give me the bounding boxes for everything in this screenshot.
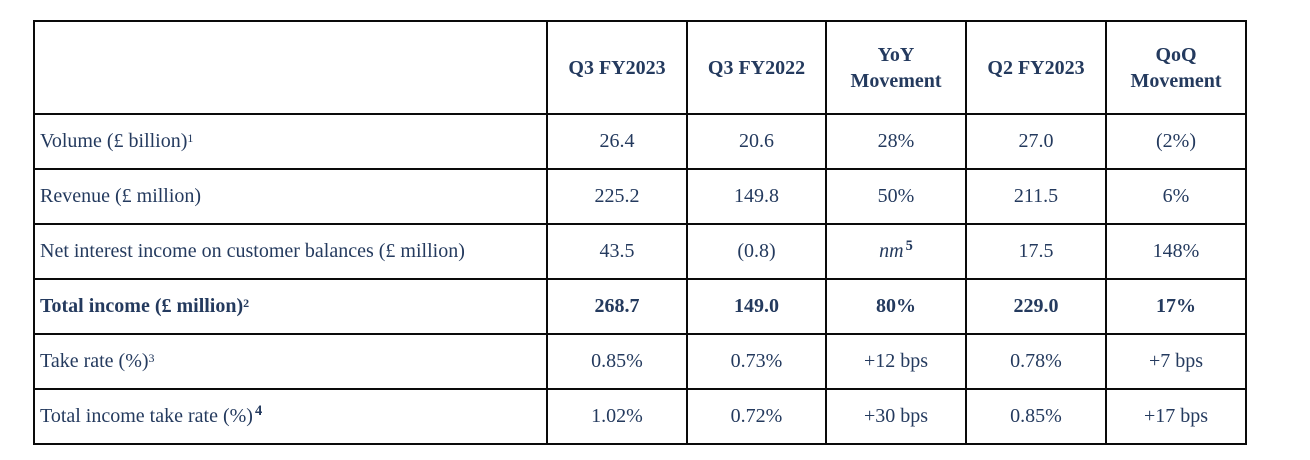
data-cell: 229.0 <box>965 278 1107 335</box>
data-cell: +30 bps <box>825 388 967 445</box>
cell-text: +30 bps <box>863 405 929 427</box>
data-cell: 6% <box>1105 168 1247 225</box>
cell-text: Revenue (£ million) <box>40 185 202 207</box>
cell-text: 6% <box>1162 185 1190 207</box>
cell-text: 0.85% <box>1010 405 1062 427</box>
column-header: QoQ Movement <box>1105 20 1247 115</box>
column-header: Q3 FY2022 <box>686 20 827 115</box>
cell-text: 80% <box>876 295 916 317</box>
cell-text: 0.73% <box>730 350 783 372</box>
cell-text: Volume (£ billion) <box>40 130 188 152</box>
cell-text: Total income (£ million) <box>40 295 244 317</box>
footnote-superscript: 5 <box>905 237 913 254</box>
table-row: Net interest income on customer balances… <box>33 223 1247 280</box>
cell-text: 26.4 <box>599 130 635 152</box>
data-cell: 0.72% <box>686 388 827 445</box>
cell-text: 17% <box>1156 295 1196 317</box>
data-cell: 148% <box>1105 223 1247 280</box>
data-cell: 268.7 <box>546 278 688 335</box>
cell-text: 225.2 <box>594 185 640 207</box>
data-cell: 28% <box>825 113 967 170</box>
table-row: Take rate (%)3 0.85% 0.73% +12 bps 0.78% +7 b… <box>33 333 1247 390</box>
column-header: Q3 FY2023 <box>546 20 688 115</box>
cell-text: 50% <box>877 185 915 207</box>
data-cell: nm 5 <box>825 223 967 280</box>
cell-text: 20.6 <box>739 130 774 152</box>
cell-text: 148% <box>1152 240 1200 262</box>
data-cell: 17% <box>1105 278 1247 335</box>
financial-results-table: Q3 FY2023 Q3 FY2022 YoY Movement Q2 FY2023 Q… <box>33 20 1247 445</box>
cell-text: Take rate (%) <box>40 350 149 372</box>
row-label: Volume (£ billion)1 <box>33 113 548 170</box>
corner-empty-cell <box>33 20 548 115</box>
row-label: Total income (£ million)2 <box>33 278 548 335</box>
financial-results-table-wrap: Q3 FY2023 Q3 FY2022 YoY Movement Q2 FY2023 Q… <box>33 20 1247 445</box>
data-cell: 20.6 <box>686 113 827 170</box>
cell-text: (0.8) <box>737 240 776 262</box>
data-cell: 27.0 <box>965 113 1107 170</box>
footnote-superscript: 1 <box>187 130 194 145</box>
footnote-superscript: 2 <box>243 295 250 310</box>
data-cell: 149.8 <box>686 168 827 225</box>
cell-text: 211.5 <box>1013 185 1059 207</box>
table-row: Revenue (£ million) 225.2 149.8 50% 211.5 6% <box>33 168 1247 225</box>
data-cell: 0.73% <box>686 333 827 390</box>
column-header: YoY Movement <box>825 20 967 115</box>
data-cell: 80% <box>825 278 967 335</box>
data-cell: 149.0 <box>686 278 827 335</box>
cell-text: 27.0 <box>1018 130 1054 152</box>
cell-text: 28% <box>877 130 915 152</box>
data-cell: (2%) <box>1105 113 1247 170</box>
cell-text: 0.85% <box>591 350 643 372</box>
table-row: Volume (£ billion)1 26.4 20.6 28% 27.0 (2%) <box>33 113 1247 170</box>
data-cell: (0.8) <box>686 223 827 280</box>
cell-text: 268.7 <box>594 295 640 317</box>
data-cell: 0.85% <box>965 388 1107 445</box>
cell-text: 229.0 <box>1013 295 1059 317</box>
row-label: Take rate (%)3 <box>33 333 548 390</box>
cell-text: 149.0 <box>734 295 779 317</box>
cell-text: Net interest income on customer balances… <box>40 240 465 262</box>
data-cell: 0.85% <box>546 333 688 390</box>
data-cell: 50% <box>825 168 967 225</box>
data-cell: 17.5 <box>965 223 1107 280</box>
cell-text: Total income take rate (%) <box>40 405 253 427</box>
cell-text: +7 bps <box>1148 350 1204 372</box>
data-cell: 26.4 <box>546 113 688 170</box>
data-cell: +7 bps <box>1105 333 1247 390</box>
cell-text: 43.5 <box>599 240 635 262</box>
cell-text: (2%) <box>1156 130 1196 152</box>
column-header: Q2 FY2023 <box>965 20 1107 115</box>
cell-text: 0.72% <box>730 405 783 427</box>
data-cell: +12 bps <box>825 333 967 390</box>
cell-text: 0.78% <box>1010 350 1062 372</box>
table-row: Total income take rate (%) 4 1.02% 0.72% +30… <box>33 388 1247 445</box>
footnote-superscript: 4 <box>254 402 263 419</box>
row-label: Total income take rate (%) 4 <box>33 388 548 445</box>
row-label: Revenue (£ million) <box>33 168 548 225</box>
cell-text: +12 bps <box>863 350 929 372</box>
data-cell: 43.5 <box>546 223 688 280</box>
table-row: Total income (£ million)2 268.7 149.0 80% 22… <box>33 278 1247 335</box>
cell-text: 17.5 <box>1018 240 1054 262</box>
cell-text: +17 bps <box>1143 405 1209 427</box>
footnote-superscript: 3 <box>148 350 155 365</box>
table-header-row: Q3 FY2023 Q3 FY2022 YoY Movement Q2 FY2023 Q… <box>33 20 1247 115</box>
row-label: Net interest income on customer balances… <box>33 223 548 280</box>
cell-text: 1.02% <box>591 405 643 427</box>
table-body: Volume (£ billion)1 26.4 20.6 28% 27.0 (2%) Re… <box>33 113 1247 445</box>
data-cell: 1.02% <box>546 388 688 445</box>
data-cell: 211.5 <box>965 168 1107 225</box>
cell-text: nm <box>879 240 904 262</box>
data-cell: +17 bps <box>1105 388 1247 445</box>
cell-text: 149.8 <box>734 185 779 207</box>
data-cell: 225.2 <box>546 168 688 225</box>
data-cell: 0.78% <box>965 333 1107 390</box>
